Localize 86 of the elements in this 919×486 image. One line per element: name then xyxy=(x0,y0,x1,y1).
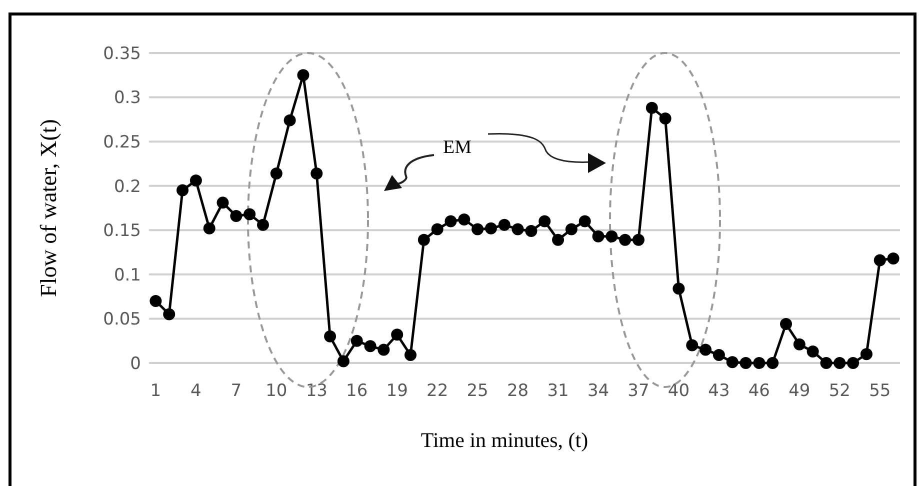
x-tick-label: 40 xyxy=(668,381,690,401)
x-tick-label: 19 xyxy=(386,381,408,401)
y-tick-label: 0 xyxy=(130,354,141,374)
point xyxy=(256,218,269,231)
x-tick-label: 43 xyxy=(708,381,730,401)
point xyxy=(793,338,806,350)
y-axis-title: Flow of water, X(t) xyxy=(36,119,61,297)
point xyxy=(163,308,176,320)
x-tick-label: 37 xyxy=(628,381,650,401)
point xyxy=(378,344,390,356)
point xyxy=(337,355,350,368)
point xyxy=(606,230,618,242)
point xyxy=(646,102,658,114)
x-tick-label: 7 xyxy=(230,381,242,401)
point xyxy=(672,282,685,295)
point xyxy=(404,349,417,362)
point xyxy=(472,223,484,236)
point xyxy=(270,167,282,180)
point xyxy=(498,218,510,231)
x-tick-label: 22 xyxy=(426,381,448,401)
x-tick-label: 10 xyxy=(266,381,288,401)
point xyxy=(484,222,497,234)
x-tick-label: 28 xyxy=(506,381,529,401)
point xyxy=(726,356,738,368)
x-tick-label: 34 xyxy=(587,381,610,401)
point xyxy=(391,328,404,341)
point xyxy=(619,234,632,246)
point xyxy=(364,340,376,352)
y-tick-label: 0.35 xyxy=(103,44,141,64)
x-tick-label: 16 xyxy=(346,381,368,401)
point xyxy=(847,357,860,369)
point xyxy=(350,334,363,347)
point xyxy=(686,339,698,352)
x-axis-title: Time in minutes, (t) xyxy=(420,428,588,452)
point xyxy=(418,234,430,246)
point xyxy=(458,214,470,226)
point xyxy=(525,225,538,238)
x-tick-label: 49 xyxy=(788,381,810,401)
x-tick-label: 55 xyxy=(869,381,891,401)
point xyxy=(216,196,229,209)
y-tick-label: 0.2 xyxy=(114,176,141,197)
y-tick-label: 0.1 xyxy=(114,265,141,286)
y-tick-label: 0.25 xyxy=(103,132,141,153)
point xyxy=(806,345,819,358)
y-tick-label: 0.15 xyxy=(103,221,141,242)
point xyxy=(874,254,886,266)
point xyxy=(712,349,725,362)
point xyxy=(284,114,296,126)
annotation: EM xyxy=(443,137,472,158)
point xyxy=(203,222,216,234)
x-tick-label: 46 xyxy=(748,381,770,401)
point xyxy=(887,252,900,264)
x-tick-label: 4 xyxy=(190,381,202,401)
point xyxy=(780,318,792,330)
point xyxy=(444,215,457,228)
point xyxy=(324,330,336,342)
point xyxy=(190,174,202,187)
x-tick-label: 52 xyxy=(828,381,850,401)
x-tick-label: 1 xyxy=(150,381,162,401)
point xyxy=(431,223,444,236)
point xyxy=(512,223,524,236)
point xyxy=(753,357,766,369)
point xyxy=(538,215,551,228)
point xyxy=(578,215,591,228)
y-tick-label: 0.05 xyxy=(103,310,141,330)
point xyxy=(860,348,872,360)
point xyxy=(565,223,578,236)
x-tick-label: 13 xyxy=(306,381,328,401)
point xyxy=(740,357,752,369)
point xyxy=(552,234,564,246)
point xyxy=(150,295,162,307)
point xyxy=(297,69,310,82)
point xyxy=(659,112,672,125)
point xyxy=(176,184,189,196)
x-tick-label: 31 xyxy=(547,381,569,401)
point xyxy=(834,357,846,369)
point xyxy=(632,234,644,246)
point xyxy=(310,167,323,180)
point xyxy=(700,344,712,356)
point xyxy=(230,210,242,222)
point xyxy=(820,357,832,369)
point xyxy=(766,357,779,369)
x-tick-label: 25 xyxy=(466,381,488,401)
point xyxy=(592,230,604,242)
y-tick-label: 0.3 xyxy=(114,88,141,108)
point xyxy=(244,208,256,220)
